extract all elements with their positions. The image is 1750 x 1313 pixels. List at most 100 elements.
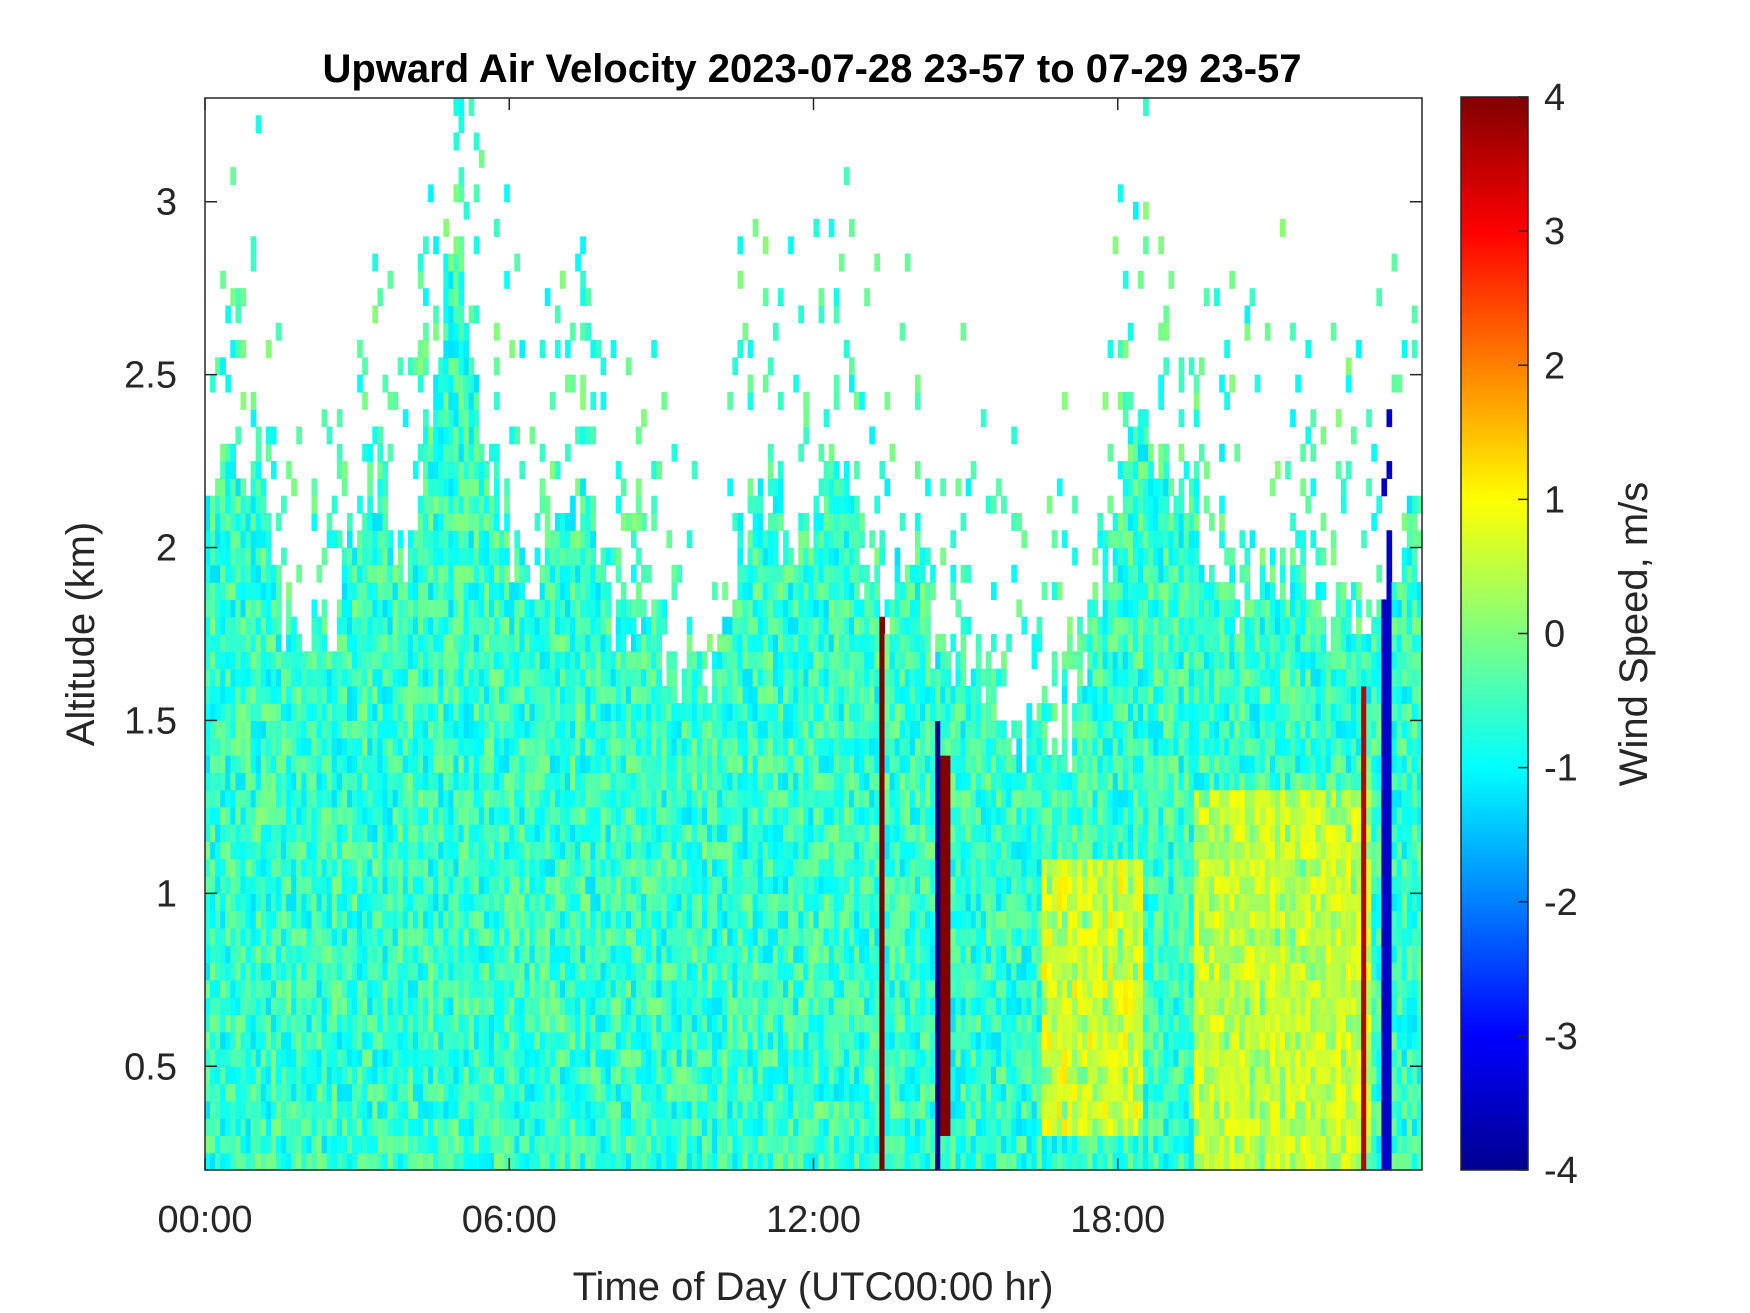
heatmap-cell [321, 1083, 328, 1102]
heatmap-cell [382, 789, 389, 808]
heatmap-cell [407, 634, 414, 652]
heatmap-cell [737, 858, 744, 877]
heatmap-cell [372, 530, 379, 549]
heatmap-cell [499, 876, 505, 894]
heatmap-cell [757, 1152, 764, 1171]
heatmap-cell [423, 478, 429, 497]
heatmap-cell [423, 236, 429, 255]
heatmap-cell [575, 1066, 581, 1085]
heatmap-cell [311, 979, 318, 998]
heatmap-cell [818, 288, 825, 307]
heatmap-cell [205, 824, 211, 843]
heatmap-cell [210, 962, 216, 981]
heatmap-cell [772, 1031, 779, 1050]
heatmap-cell [636, 685, 642, 704]
heatmap-cell [387, 737, 394, 756]
heatmap-cell [823, 1152, 830, 1171]
heatmap-cell [458, 876, 465, 894]
heatmap-cell [458, 115, 465, 134]
heatmap-cell [646, 841, 652, 860]
heatmap-cell [483, 685, 490, 704]
heatmap-cell [615, 547, 622, 566]
heatmap-cell [610, 858, 617, 877]
heatmap-cell [483, 945, 490, 964]
heatmap-cell [554, 772, 561, 791]
heatmap-cell [539, 876, 546, 894]
heatmap-cell [828, 219, 835, 237]
heatmap-cell [681, 979, 688, 998]
heatmap-cell [838, 720, 845, 739]
heatmap-cell [585, 547, 591, 566]
heatmap-cell [646, 876, 652, 894]
heatmap-cell [215, 997, 221, 1015]
heatmap-cell [656, 1083, 662, 1102]
heatmap-cell [641, 876, 647, 894]
heatmap-cell [311, 997, 318, 1015]
heatmap-cell [392, 599, 399, 618]
heatmap-cell [438, 443, 444, 462]
heatmap-cell [676, 755, 683, 773]
heatmap-cell [570, 1118, 576, 1137]
heatmap-cell [397, 1083, 404, 1102]
heatmap-cell [352, 755, 358, 773]
heatmap-cell [732, 720, 739, 739]
heatmap-cell [220, 876, 226, 894]
heatmap-cell [316, 564, 323, 583]
heatmap-cell [778, 1152, 784, 1171]
heatmap-cell [230, 634, 237, 652]
heatmap-cell [534, 651, 541, 670]
heatmap-cell [651, 979, 657, 998]
heatmap-cell [509, 806, 515, 825]
heatmap-cell [433, 634, 439, 652]
heatmap-cell [534, 927, 541, 946]
heatmap-cell [260, 582, 267, 601]
heatmap-cell [220, 1031, 226, 1050]
heatmap-cell [828, 703, 835, 722]
heatmap-cell [656, 685, 662, 704]
heatmap-cell [529, 651, 536, 670]
heatmap-cell [275, 1118, 282, 1137]
heatmap-cell [397, 685, 404, 704]
heatmap-cell [488, 858, 495, 877]
heatmap-cell [478, 806, 485, 825]
heatmap-cell [554, 962, 561, 981]
heatmap-cell [240, 530, 247, 549]
heatmap-cell [519, 1100, 526, 1119]
heatmap-cell [849, 1083, 855, 1102]
heatmap-cell [823, 685, 830, 704]
heatmap-cell [610, 910, 617, 929]
heatmap-cell [696, 962, 703, 981]
heatmap-cell [651, 703, 657, 722]
heatmap-cell [407, 616, 414, 635]
heatmap-cell [504, 668, 510, 687]
heatmap-cell [402, 806, 409, 825]
heatmap-cell [367, 1083, 373, 1102]
heatmap-cell [453, 841, 460, 860]
heatmap-cell [686, 997, 693, 1015]
heatmap-cell [423, 789, 429, 808]
heatmap-cell [453, 668, 460, 687]
heatmap-cell [478, 703, 485, 722]
heatmap-cell [554, 979, 561, 998]
heatmap-cell [458, 391, 465, 410]
heatmap-cell [215, 1083, 221, 1102]
heatmap-cell [772, 893, 779, 912]
heatmap-cell [818, 599, 825, 618]
heatmap-cell [367, 1014, 373, 1033]
heatmap-cell [448, 1066, 455, 1085]
heatmap-cell [473, 858, 480, 877]
heatmap-cell [752, 824, 759, 843]
heatmap-cell [240, 755, 247, 773]
heatmap-cell [270, 979, 277, 998]
heatmap-cell [549, 876, 556, 894]
heatmap-cell [392, 927, 399, 946]
heatmap-cell [433, 703, 439, 722]
heatmap-cell [235, 564, 242, 583]
heatmap-cell [468, 374, 475, 393]
heatmap-cell [504, 547, 510, 566]
heatmap-cell [504, 634, 510, 652]
heatmap-cell [250, 945, 257, 964]
heatmap-cell [443, 1100, 449, 1119]
heatmap-cell [367, 772, 373, 791]
heatmap-cell [417, 997, 424, 1015]
